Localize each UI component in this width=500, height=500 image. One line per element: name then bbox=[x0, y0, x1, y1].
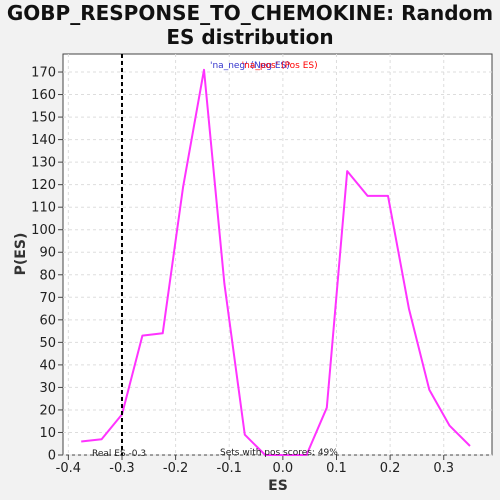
x-tick-label: -0.2 bbox=[163, 461, 188, 476]
y-tick-label: 60 bbox=[39, 313, 56, 328]
legend: 'na_neg' (Neg ES) 'na_pos' (Pos ES) bbox=[210, 61, 318, 71]
legend-neg: 'na_neg' (Neg ES) bbox=[210, 61, 290, 71]
y-tick-label: 40 bbox=[39, 358, 56, 373]
y-tick-label: 130 bbox=[31, 156, 56, 171]
y-axis-label: P(ES) bbox=[13, 233, 29, 276]
y-tick-label: 50 bbox=[39, 336, 56, 351]
y-tick-label: 160 bbox=[31, 88, 56, 103]
y-tick-label: 150 bbox=[31, 111, 56, 126]
y-axis-ticks: 0 10 20 30 40 50 60 70 80 90 100 110 120 130 140 150 160… bbox=[31, 66, 63, 464]
real-es-label: Real ES -0.3 bbox=[92, 449, 146, 459]
y-tick-label: 0 bbox=[48, 449, 56, 464]
pos-scores-label: Sets with pos scores: 49% bbox=[220, 448, 338, 458]
x-tick-label: -0.4 bbox=[56, 461, 81, 476]
x-tick-label: -0.3 bbox=[109, 461, 134, 476]
x-axis-label: ES bbox=[268, 478, 288, 494]
y-tick-label: 20 bbox=[39, 403, 56, 418]
y-tick-label: 120 bbox=[31, 178, 56, 193]
legend-pos: 'na_pos' (Pos ES) bbox=[242, 61, 318, 71]
y-tick-label: 100 bbox=[31, 223, 56, 238]
y-tick-label: 70 bbox=[39, 291, 56, 306]
y-tick-label: 80 bbox=[39, 268, 56, 283]
y-tick-label: 170 bbox=[31, 66, 56, 81]
y-tick-label: 10 bbox=[39, 426, 56, 441]
y-tick-label: 30 bbox=[39, 381, 56, 396]
x-tick-label: 0.2 bbox=[380, 461, 401, 476]
x-tick-label: 0.3 bbox=[433, 461, 454, 476]
chart-title-line1: GOBP_RESPONSE_TO_CHEMOKINE: Random bbox=[7, 1, 493, 25]
x-tick-label: -0.1 bbox=[217, 461, 242, 476]
chart-title-line2: ES distribution bbox=[166, 25, 333, 49]
x-tick-label: 0.1 bbox=[326, 461, 347, 476]
plot-area bbox=[62, 53, 493, 456]
series-layer bbox=[81, 68, 471, 456]
series-line bbox=[81, 68, 471, 456]
x-tick-label: 0.0 bbox=[273, 461, 294, 476]
y-tick-label: 110 bbox=[31, 201, 56, 216]
x-axis-ticks: -0.4 -0.3 -0.2 -0.1 0.0 0.1 0.2 0.3 bbox=[56, 455, 454, 476]
y-tick-label: 140 bbox=[31, 133, 56, 148]
y-tick-label: 90 bbox=[39, 246, 56, 261]
